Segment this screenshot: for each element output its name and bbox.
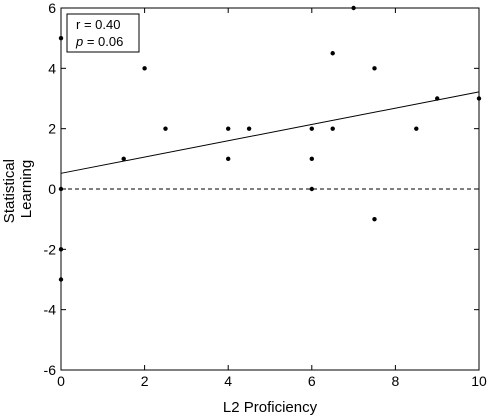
data-point [226, 156, 231, 162]
x-tick-label: 10 [471, 373, 487, 389]
data-point [372, 66, 377, 71]
x-tick-label: 2 [141, 373, 149, 389]
data-point [330, 126, 335, 131]
data-point [414, 126, 419, 131]
data-point [309, 186, 314, 192]
x-tick-label: 8 [392, 373, 400, 389]
data-point [435, 96, 440, 101]
regression-line [60, 91, 480, 174]
y-axis-label-line-2: Learning [18, 160, 35, 218]
data-point [309, 156, 314, 162]
data-point [142, 66, 147, 71]
y-axis-label-line-1: Statistical [1, 159, 18, 223]
p-symbol: p [75, 34, 83, 49]
y-tick-label: 4 [48, 60, 56, 76]
x-tick-label: 6 [308, 373, 316, 389]
axis-ticks: 0 2 4 6 8 10 -6 -4 -2 0 2 4 6 [44, 0, 487, 389]
data-point [246, 126, 252, 131]
data-point [309, 126, 314, 131]
y-axis-label: Statistical Learning [1, 155, 35, 223]
stats-annotation: r = 0.40 p = 0.06 [66, 13, 140, 53]
y-tick-label: 2 [48, 121, 56, 137]
data-point [121, 156, 126, 162]
p-value-text: p = 0.06 [75, 34, 123, 49]
x-axis-label: L2 Proficiency [223, 399, 318, 416]
plot-frame [60, 7, 480, 371]
y-tick-label: -2 [44, 241, 57, 257]
y-tick-label: -6 [44, 362, 57, 378]
p-value: = 0.06 [83, 34, 123, 49]
y-tick-label: 0 [48, 181, 56, 197]
stats-box [66, 13, 140, 53]
data-point [163, 126, 168, 131]
plot-content [58, 5, 482, 282]
data-point [226, 126, 231, 131]
r-value-text: r = 0.40 [76, 17, 120, 32]
x-tick-label: 0 [57, 373, 65, 389]
data-point [330, 51, 335, 56]
y-tick-label: 6 [48, 0, 56, 16]
y-tick-label: -4 [44, 302, 57, 318]
x-tick-label: 4 [224, 373, 232, 389]
data-point [372, 216, 377, 222]
